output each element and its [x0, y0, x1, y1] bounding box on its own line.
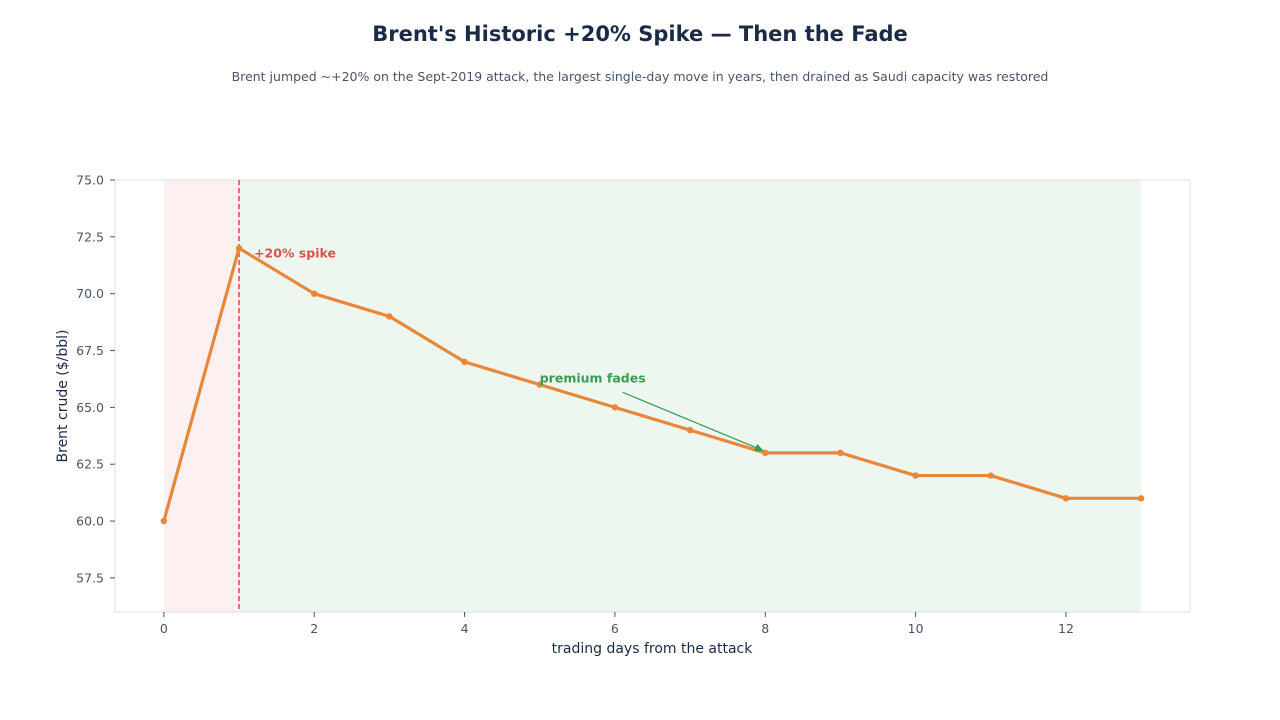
data-point-0 [160, 517, 168, 525]
x-tick-label-4: 8 [761, 621, 769, 636]
data-point-6 [611, 404, 619, 411]
plot-frame [114, 179, 1191, 613]
chart-subtitle: Brent jumped ~+20% on the Sept-2019 atta… [231, 69, 1049, 84]
y-tick-label-6: 72.5 [76, 229, 104, 244]
y-tick-label-7: 75.0 [76, 173, 104, 188]
series-line-0 [162, 246, 1143, 523]
data-point-7 [686, 426, 694, 434]
data-point-9 [837, 449, 844, 457]
chart-title: Brent's Historic +20% Spike — Then the F… [372, 22, 908, 46]
y-tick-label-4: 67.5 [76, 343, 104, 358]
annotation-0: +20% spike [254, 245, 336, 260]
y-tick-label-2: 62.5 [76, 457, 104, 472]
data-point-5 [536, 381, 543, 388]
x-tick-label-6: 12 [1058, 621, 1074, 636]
x-axis-label: trading days from the attack [552, 641, 754, 657]
shaded-region-1 [239, 180, 1142, 612]
x-tick-label-3: 6 [611, 621, 619, 636]
data-point-4 [461, 358, 468, 366]
x-tick-label-2: 4 [461, 621, 469, 636]
annotation-arrow-1 [622, 391, 764, 452]
x-tick-label-1: 2 [310, 621, 318, 636]
data-point-10 [912, 472, 919, 479]
data-point-12 [1062, 495, 1070, 502]
data-point-11 [987, 472, 994, 479]
data-point-2 [311, 290, 318, 297]
x-tick-label-5: 10 [908, 621, 924, 636]
y-tick-label-0: 57.5 [76, 570, 104, 585]
data-point-1 [235, 245, 243, 252]
y-tick-label-3: 65.0 [76, 400, 104, 415]
y-tick-label-1: 60.0 [76, 514, 104, 529]
y-axis-label: Brent crude ($/bbl) [55, 330, 71, 463]
y-tick-label-5: 70.0 [76, 286, 104, 301]
data-point-13 [1137, 495, 1145, 502]
x-tick-label-0: 0 [160, 621, 168, 636]
shaded-region-0 [163, 180, 240, 612]
data-point-8 [762, 449, 769, 457]
annotation-1: premium fades [540, 370, 646, 385]
data-point-3 [386, 313, 393, 320]
